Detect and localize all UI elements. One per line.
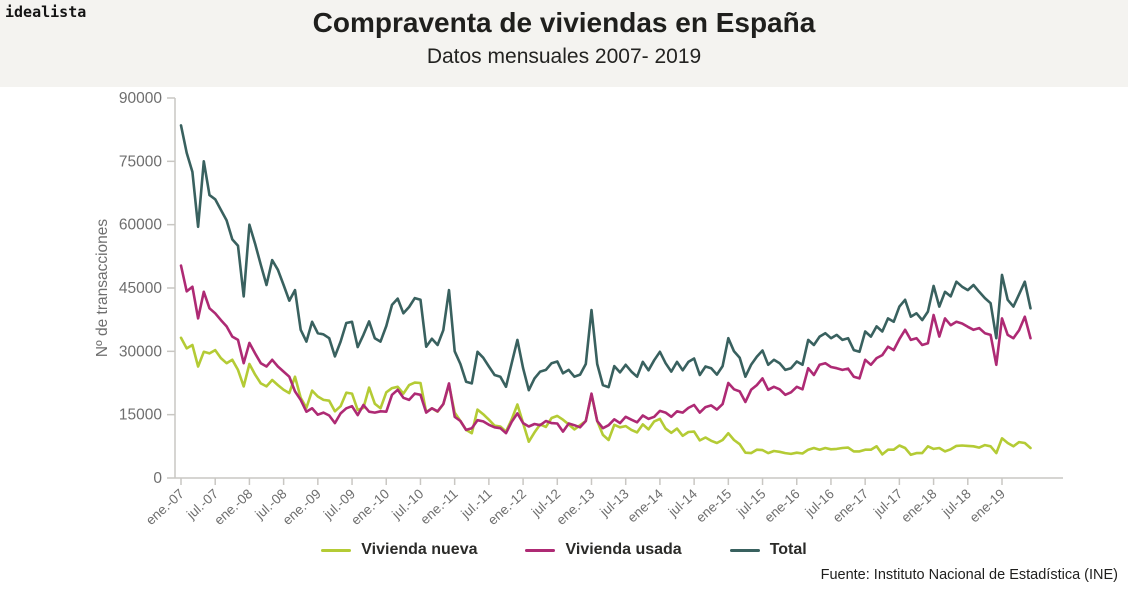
svg-text:ene.-12: ene.-12 [485,486,529,528]
series-line-vivienda-usada [179,264,1032,435]
svg-text:ene.-09: ene.-09 [280,486,324,528]
svg-text:75000: 75000 [119,153,162,170]
svg-text:ene-15: ene-15 [693,486,734,525]
legend-item-total: Total [729,541,807,559]
svg-text:ene.-11: ene.-11 [417,486,460,527]
legend-swatch-nueva [321,548,352,552]
idealista-logo: idealista [5,3,87,21]
line-chart: 0 15000 30000 45000 60000 75000 90000 Nº de tra… [94,90,1063,528]
svg-text:0: 0 [153,470,162,487]
page-subtitle: Datos mensuales 2007- 2019 [426,45,702,68]
source-attribution: Fuente: Instituto Nacional de Estadístic… [820,567,1118,583]
svg-text:15000: 15000 [119,407,162,424]
svg-text:ene-16: ene-16 [761,486,802,525]
svg-text:ene-17: ene-17 [830,486,871,525]
chart-area: 0 15000 30000 45000 60000 75000 90000 Nº de tra… [0,87,1128,591]
series-line-vivienda-nueva [179,336,1032,457]
svg-text:Nº de transacciones: Nº de transacciones [94,219,111,358]
svg-text:60000: 60000 [119,217,162,234]
svg-text:ene.-07: ene.-07 [143,486,187,528]
chart-legend: Vivienda nueva Vivienda usada Total [0,541,1128,559]
legend-label-total: Total [769,541,807,558]
legend-label-usada: Vivienda usada [565,541,682,558]
svg-text:ene-19: ene-19 [967,486,1008,525]
legend-swatch-usada [525,548,556,552]
svg-text:ene.-13: ene.-13 [553,486,597,528]
svg-text:ene.-10: ene.-10 [348,486,392,528]
page-title: Compraventa de viviendas en España [312,7,816,38]
svg-text:90000: 90000 [119,90,162,107]
legend-item-vivienda-usada: Vivienda usada [525,541,682,559]
series-line-total [179,124,1032,392]
svg-text:ene-18: ene-18 [898,486,939,525]
svg-text:45000: 45000 [119,280,162,297]
legend-swatch-total [729,548,760,552]
svg-text:ene-14: ene-14 [625,486,667,526]
svg-text:30000: 30000 [119,343,162,360]
svg-text:ene.-08: ene.-08 [211,486,255,528]
legend-item-vivienda-nueva: Vivienda nueva [321,541,477,559]
header-band: idealista Compraventa de viviendas en Es… [0,0,1128,87]
legend-label-nueva: Vivienda nueva [361,541,478,558]
